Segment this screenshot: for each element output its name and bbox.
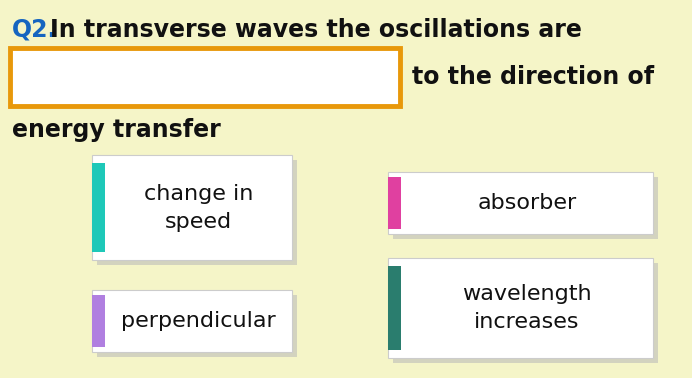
FancyBboxPatch shape — [10, 48, 400, 106]
Text: In transverse waves the oscillations are: In transverse waves the oscillations are — [50, 18, 582, 42]
Text: change in
speed: change in speed — [144, 183, 253, 231]
Text: energy transfer: energy transfer — [12, 118, 221, 142]
Text: to the direction of: to the direction of — [412, 65, 654, 89]
FancyBboxPatch shape — [388, 258, 653, 358]
FancyBboxPatch shape — [92, 155, 292, 260]
FancyBboxPatch shape — [92, 290, 292, 352]
FancyBboxPatch shape — [92, 295, 105, 347]
Text: Q2.: Q2. — [12, 18, 57, 42]
FancyBboxPatch shape — [97, 295, 297, 357]
FancyBboxPatch shape — [92, 163, 105, 252]
FancyBboxPatch shape — [388, 266, 401, 350]
FancyBboxPatch shape — [97, 160, 297, 265]
FancyBboxPatch shape — [388, 177, 401, 229]
FancyBboxPatch shape — [388, 172, 653, 234]
Text: absorber: absorber — [477, 193, 576, 213]
FancyBboxPatch shape — [393, 177, 658, 239]
Text: wavelength
increases: wavelength increases — [462, 284, 592, 332]
FancyBboxPatch shape — [393, 263, 658, 363]
Text: perpendicular: perpendicular — [121, 311, 276, 331]
